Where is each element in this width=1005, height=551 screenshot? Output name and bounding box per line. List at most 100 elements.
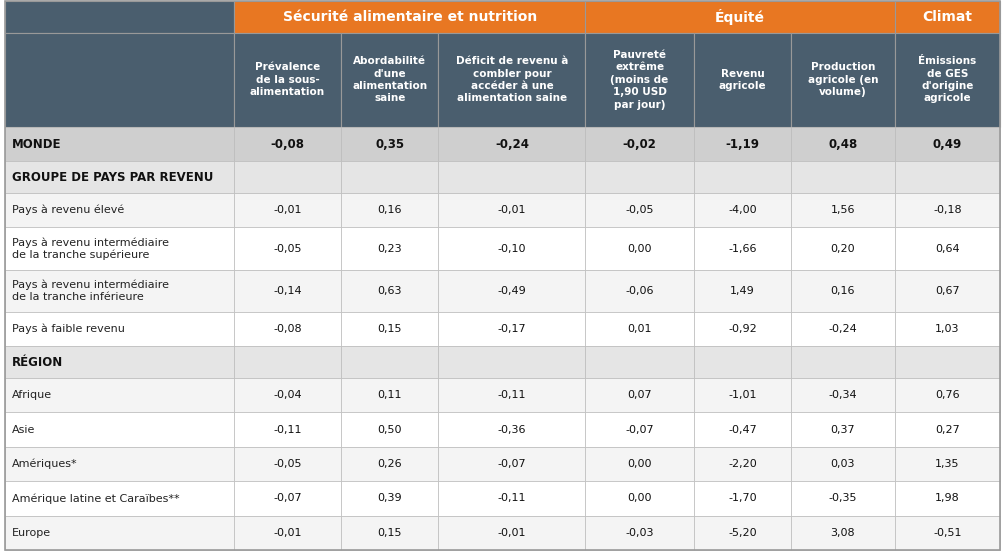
Bar	[438, 516, 586, 550]
Text: -0,92: -0,92	[728, 324, 757, 334]
Text: -0,35: -0,35	[829, 493, 857, 504]
Bar	[5, 347, 234, 378]
Bar	[438, 481, 586, 516]
Text: 1,98: 1,98	[935, 493, 960, 504]
Text: Pays à revenu intermédiaire
de la tranche inférieure: Pays à revenu intermédiaire de la tranch…	[12, 280, 169, 302]
Bar	[341, 481, 438, 516]
Bar	[895, 1, 1000, 33]
Text: GROUPE DE PAYS PAR REVENU: GROUPE DE PAYS PAR REVENU	[12, 171, 213, 183]
Bar	[791, 481, 895, 516]
Bar	[586, 413, 693, 447]
Text: 0,16: 0,16	[831, 286, 855, 296]
Bar	[5, 193, 234, 228]
Bar	[234, 269, 341, 312]
Bar	[234, 312, 341, 347]
Bar	[791, 516, 895, 550]
Bar	[438, 33, 586, 127]
Text: -0,08: -0,08	[273, 324, 302, 334]
Bar	[693, 33, 791, 127]
Bar	[693, 269, 791, 312]
Bar	[5, 413, 234, 447]
Bar	[895, 127, 1000, 161]
Bar	[791, 447, 895, 481]
Bar	[234, 1, 585, 33]
Text: -1,19: -1,19	[726, 138, 760, 150]
Text: 0,37: 0,37	[831, 425, 855, 435]
Text: Revenu
agricole: Revenu agricole	[719, 69, 766, 91]
Bar	[438, 193, 586, 228]
Text: 0,15: 0,15	[378, 324, 402, 334]
Bar	[586, 193, 693, 228]
Text: -1,01: -1,01	[729, 390, 757, 400]
Text: -0,02: -0,02	[623, 138, 656, 150]
Bar	[586, 269, 693, 312]
Bar	[234, 193, 341, 228]
Bar	[5, 516, 234, 550]
Bar	[586, 1, 895, 33]
Text: -0,11: -0,11	[497, 390, 527, 400]
Text: 0,11: 0,11	[378, 390, 402, 400]
Bar	[341, 447, 438, 481]
Bar	[438, 228, 586, 269]
Text: 3,08: 3,08	[831, 528, 855, 538]
Bar	[586, 447, 693, 481]
Bar	[234, 161, 341, 193]
Text: Afrique: Afrique	[12, 390, 52, 400]
Bar	[234, 516, 341, 550]
Bar	[693, 228, 791, 269]
Text: -0,17: -0,17	[497, 324, 527, 334]
Text: 0,39: 0,39	[378, 493, 402, 504]
Text: Climat: Climat	[923, 10, 973, 24]
Bar	[895, 516, 1000, 550]
Text: MONDE: MONDE	[12, 138, 61, 150]
Text: 0,63: 0,63	[378, 286, 402, 296]
Bar	[5, 161, 234, 193]
Bar	[895, 347, 1000, 378]
Text: -0,07: -0,07	[625, 425, 654, 435]
Bar	[693, 447, 791, 481]
Bar	[5, 269, 234, 312]
Bar	[895, 378, 1000, 413]
Text: 0,00: 0,00	[627, 459, 652, 469]
Text: -0,04: -0,04	[273, 390, 302, 400]
Bar	[5, 378, 234, 413]
Bar	[234, 127, 341, 161]
Text: 1,03: 1,03	[936, 324, 960, 334]
Text: -0,01: -0,01	[497, 205, 527, 215]
Bar	[5, 33, 234, 127]
Text: Prévalence
de la sous-
alimentation: Prévalence de la sous- alimentation	[250, 62, 325, 98]
Bar	[438, 378, 586, 413]
Text: Asie: Asie	[12, 425, 35, 435]
Bar	[895, 193, 1000, 228]
Bar	[791, 312, 895, 347]
Bar	[234, 378, 341, 413]
Bar	[895, 33, 1000, 127]
Text: 0,15: 0,15	[378, 528, 402, 538]
Bar	[234, 413, 341, 447]
Bar	[791, 228, 895, 269]
Bar	[341, 269, 438, 312]
Text: 0,00: 0,00	[627, 493, 652, 504]
Text: 1,56: 1,56	[831, 205, 855, 215]
Bar	[234, 33, 341, 127]
Text: 0,26: 0,26	[378, 459, 402, 469]
Text: Europe: Europe	[12, 528, 51, 538]
Text: Pays à faible revenu: Pays à faible revenu	[12, 324, 125, 334]
Text: -0,24: -0,24	[494, 138, 529, 150]
Text: 0,48: 0,48	[828, 138, 857, 150]
Bar	[438, 312, 586, 347]
Text: -0,07: -0,07	[497, 459, 527, 469]
Bar	[341, 516, 438, 550]
Bar	[895, 312, 1000, 347]
Text: -0,05: -0,05	[625, 205, 654, 215]
Bar	[5, 1, 234, 33]
Bar	[586, 516, 693, 550]
Text: 0,07: 0,07	[627, 390, 652, 400]
Text: 0,03: 0,03	[831, 459, 855, 469]
Bar	[234, 347, 341, 378]
Text: RÉGION: RÉGION	[12, 356, 63, 369]
Bar	[791, 413, 895, 447]
Bar	[693, 127, 791, 161]
Text: Sécurité alimentaire et nutrition: Sécurité alimentaire et nutrition	[282, 10, 537, 24]
Bar	[341, 161, 438, 193]
